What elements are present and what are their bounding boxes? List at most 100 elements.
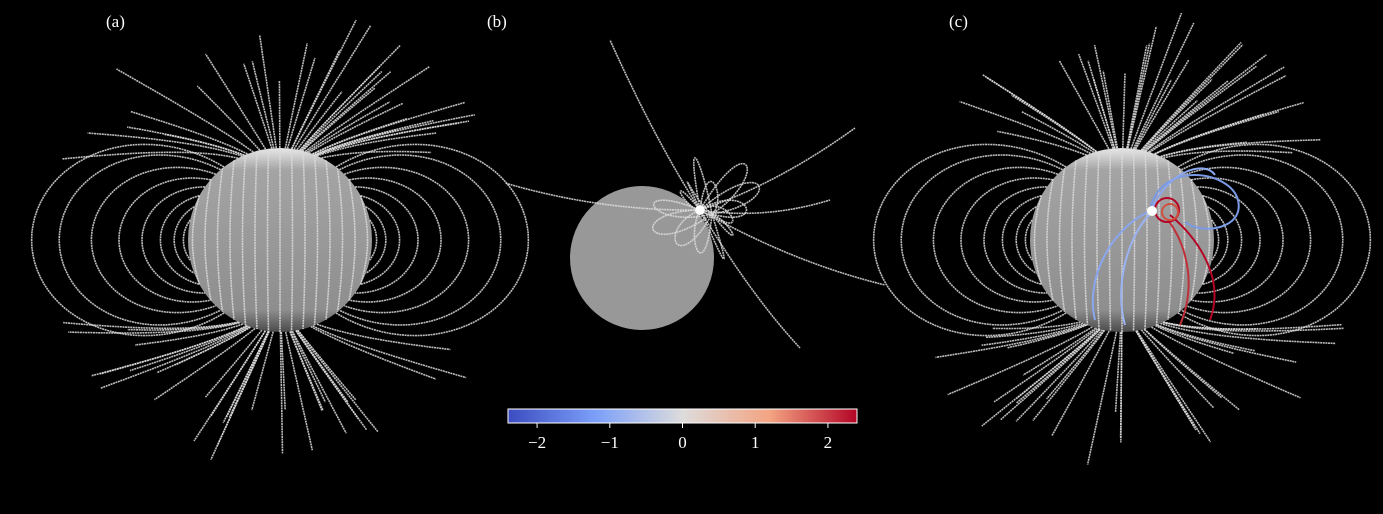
field-line: [284, 331, 314, 451]
field-line: [1191, 177, 1284, 303]
field-line: [229, 160, 235, 320]
field-line: [141, 186, 205, 294]
field-line: [279, 331, 284, 454]
field-line: [1160, 138, 1321, 158]
field-line: [63, 321, 239, 330]
field-line: [182, 219, 191, 261]
field-line: [699, 209, 886, 286]
field-line: [1155, 324, 1235, 355]
field-line: [1127, 26, 1157, 149]
field-line: [300, 70, 383, 151]
field-line: [173, 206, 195, 274]
field-line: [1126, 43, 1151, 149]
field-line: [1096, 150, 1100, 330]
field-line: [251, 61, 275, 149]
field-line: [369, 219, 378, 261]
loop: [1161, 203, 1179, 221]
field-line: [1163, 321, 1259, 330]
field-line: [134, 323, 243, 346]
field-line: [699, 199, 831, 215]
field-line: [295, 330, 349, 403]
tick-label: 1: [751, 433, 760, 452]
field-line: [290, 330, 327, 403]
field-line: [299, 44, 402, 151]
field-line: [325, 160, 331, 320]
field-line: [159, 195, 200, 285]
field-line: [58, 154, 221, 326]
field-line: [291, 19, 357, 150]
field-line: [1133, 79, 1172, 150]
field-line: [306, 101, 391, 153]
field-line: [1149, 74, 1287, 153]
field-line: [1140, 329, 1215, 409]
field-line: [90, 166, 216, 314]
field-line: [191, 195, 201, 285]
field-line: [289, 331, 324, 411]
field-line: [1102, 70, 1119, 149]
field-line: [693, 209, 713, 254]
field-line: [699, 199, 748, 219]
field-line: [947, 326, 1093, 396]
field-line: [310, 325, 437, 380]
field-line: [1119, 332, 1123, 438]
field-line: [1058, 168, 1066, 312]
field-line: [316, 323, 451, 351]
field-line: [652, 209, 713, 236]
field-line: [175, 326, 251, 366]
field-line: [1136, 330, 1212, 443]
field-line: [344, 166, 470, 314]
colorbar-axis: −2 −1 0 1 2: [528, 423, 832, 452]
field-line: [291, 330, 347, 434]
field-line: [1132, 22, 1195, 150]
field-line: [1132, 148, 1136, 332]
spot: [695, 205, 705, 215]
field-line: [997, 130, 1087, 156]
field-line: [222, 330, 269, 424]
field-line: [296, 329, 379, 433]
field-line: [935, 323, 1087, 359]
field-line: [336, 168, 344, 312]
field-line: [1151, 326, 1301, 399]
field-lines: [30, 12, 1372, 465]
panel-label: (b): [487, 12, 507, 31]
field-line: [290, 148, 294, 332]
loop: [1149, 174, 1240, 230]
field-line: [204, 329, 263, 398]
field-line: [960, 177, 1053, 303]
field-line: [284, 43, 308, 149]
field-line: [312, 325, 467, 379]
field-line: [1154, 113, 1264, 155]
field-line: [127, 321, 240, 331]
field-line: [1162, 321, 1344, 332]
field-line: [266, 148, 270, 332]
field-line: [204, 53, 267, 150]
field-line: [301, 87, 376, 152]
field-line: [335, 143, 530, 337]
colored-loops: [695, 167, 1240, 326]
field-line: [196, 85, 261, 151]
field-line: [153, 327, 256, 401]
field-line: [365, 206, 387, 274]
field-line: [321, 150, 432, 159]
field-line: [1114, 331, 1122, 412]
field-line: [1021, 110, 1095, 154]
field-line: [315, 122, 459, 157]
field-line: [1051, 330, 1110, 437]
field-line: [609, 39, 701, 211]
field-line: [1145, 65, 1257, 152]
field-line: [1022, 327, 1097, 376]
field-line: [316, 132, 437, 157]
field-line: [297, 329, 357, 401]
field-line: [981, 328, 1100, 427]
field-line: [1157, 324, 1256, 352]
field-line: [1126, 45, 1148, 149]
field-line: [216, 168, 224, 312]
field-line: [1160, 322, 1336, 345]
tick-label: −1: [601, 433, 619, 452]
spot: [1147, 206, 1157, 216]
field-line: [699, 180, 719, 215]
field-line: [1211, 219, 1220, 261]
field-line: [243, 63, 273, 149]
field-line: [959, 100, 1091, 155]
field-line: [1135, 330, 1201, 435]
